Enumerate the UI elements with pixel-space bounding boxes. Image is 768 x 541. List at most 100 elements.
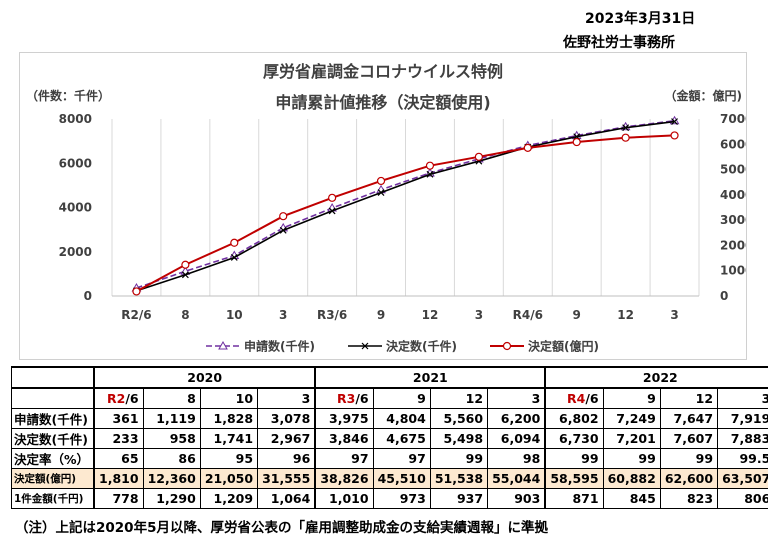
table-cell: 1,209 <box>199 488 259 509</box>
legend-marker <box>361 342 369 350</box>
x-tick-label: 3 <box>670 308 678 322</box>
y-right-tick-label: 10000 <box>720 264 746 278</box>
month-header: 9 <box>372 387 431 409</box>
table-cell: 958 <box>142 428 201 449</box>
table-cell: 1,290 <box>142 488 201 509</box>
table-cell: 7,201 <box>602 428 661 449</box>
data-point <box>328 193 337 202</box>
table-cell: 5,560 <box>429 408 489 429</box>
table-cell: 1,010 <box>314 488 374 509</box>
row-label: 決定数(千件) <box>11 428 95 449</box>
table-cell: 5,498 <box>429 428 489 449</box>
era-label: R2 <box>106 391 126 406</box>
table-cell: 63,507 <box>717 468 768 489</box>
table-cell: 98 <box>487 448 546 469</box>
data-point <box>621 133 630 142</box>
legend-marker <box>218 340 228 350</box>
x-tick-label: 9 <box>573 308 581 322</box>
x-tick-label: 3 <box>279 308 287 322</box>
month-header: 10 <box>199 387 259 409</box>
table-cell: 7,919 <box>717 408 768 429</box>
month-header: R4/6 <box>544 387 604 409</box>
data-point <box>230 254 238 261</box>
table-cell: 51,538 <box>429 468 489 489</box>
data-point <box>377 189 385 196</box>
row-label: 申請数(千件) <box>11 408 95 429</box>
data-point <box>425 161 435 170</box>
data-point <box>230 238 239 247</box>
year-header: 2020 <box>93 366 316 389</box>
series-line <box>136 119 675 289</box>
legend-marker <box>502 341 512 351</box>
table-cell: 806 <box>717 488 768 509</box>
y-right-tick-label: 70000 <box>720 112 746 126</box>
legend-label: 申請数(千件) <box>244 339 315 354</box>
month-label: 12 <box>695 391 714 406</box>
table-cell: 6,094 <box>487 428 546 449</box>
legend-label: 決定数(千件) <box>386 339 457 354</box>
table-cell: 21,050 <box>199 468 259 489</box>
table-cell: 38,826 <box>314 468 374 489</box>
table-cell: 55,044 <box>487 468 546 489</box>
report-date: 2023年3月31日 <box>585 11 696 27</box>
table-cell: 7,607 <box>659 428 719 449</box>
table-cell: 7,249 <box>602 408 661 429</box>
table-cell: 12,360 <box>142 468 201 489</box>
row-label: 決定額(億円) <box>11 468 95 489</box>
month-header-row: R2/6 8 10 3 R3/6 9 12 3 R4/6 9 12 3 <box>11 387 768 409</box>
table-cell: 3,975 <box>314 408 374 429</box>
data-point <box>670 131 679 140</box>
chart-title: 厚労省雇調金コロナウイルス特例 <box>263 62 503 81</box>
month-header: 3 <box>257 387 316 409</box>
chart-area: 厚労省雇調金コロナウイルス特例 申請累計値推移（決定額使用) （件数：千件） （金額：… <box>19 52 747 360</box>
data-point <box>474 152 483 161</box>
table-cell: 233 <box>93 428 144 449</box>
table-cell: 31,555 <box>257 468 316 489</box>
y-left-tick-label: 4000 <box>59 201 92 215</box>
data-point <box>279 212 288 221</box>
data-point <box>622 124 630 132</box>
table-cell: 6,802 <box>544 408 604 429</box>
table-row: 決定額(億円) 1,810 12,360 21,050 31,555 38,826 45,5… <box>11 468 768 489</box>
month-label: 3 <box>531 391 541 406</box>
table-cell: 6,730 <box>544 428 604 449</box>
table-cell: 95 <box>199 448 259 469</box>
x-tick-label: 8 <box>181 308 189 322</box>
x-tick-label: R2/6 <box>121 308 151 322</box>
table-cell: 1,119 <box>142 408 201 429</box>
table-cell: 99 <box>544 448 604 469</box>
data-point <box>132 287 141 296</box>
month-header: R3/6 <box>314 387 374 409</box>
month-label: 12 <box>465 391 484 406</box>
data-table: 2020 2021 2022 R2/6 8 10 3 R3/6 9 12 3 R4/6 9 12 3 申請数(… <box>11 366 768 509</box>
series-line <box>136 120 675 292</box>
y-right-tick-label: 60000 <box>720 137 746 151</box>
table-cell: 58,595 <box>544 468 604 489</box>
y-right-tick-label: 30000 <box>720 213 746 227</box>
table-cell: 4,804 <box>372 408 431 429</box>
month-label: 9 <box>417 391 426 406</box>
table-cell: 99 <box>602 448 661 469</box>
table-cell: 86 <box>142 448 201 469</box>
data-point <box>572 137 581 147</box>
x-tick-label: R4/6 <box>513 308 543 322</box>
month-header: 12 <box>659 387 719 409</box>
month-header: 9 <box>602 387 661 409</box>
year-header: 2022 <box>544 366 768 389</box>
month-label: 10 <box>235 391 254 406</box>
year-header: 2021 <box>314 366 546 389</box>
table-cell: 778 <box>93 488 144 509</box>
table-cell: 903 <box>487 488 546 509</box>
x-tick-label: 12 <box>617 308 634 322</box>
year-header-row: 2020 2021 2022 <box>11 366 768 389</box>
table-row: 1件金額(千円) 778 1,290 1,209 1,064 1,010 973 937 903… <box>11 488 768 509</box>
table-row: 申請数(千件) 361 1,119 1,828 3,078 3,975 4,804 5,560… <box>11 408 768 429</box>
table-cell: 60,882 <box>602 468 661 489</box>
data-point <box>671 118 678 126</box>
era-label: R4 <box>566 391 586 406</box>
x-tick-label: 10 <box>226 308 243 322</box>
chart-subtitle: 申請累計値推移（決定額使用) <box>275 93 490 112</box>
series-line <box>135 134 675 293</box>
table-cell: 1,828 <box>199 408 259 429</box>
